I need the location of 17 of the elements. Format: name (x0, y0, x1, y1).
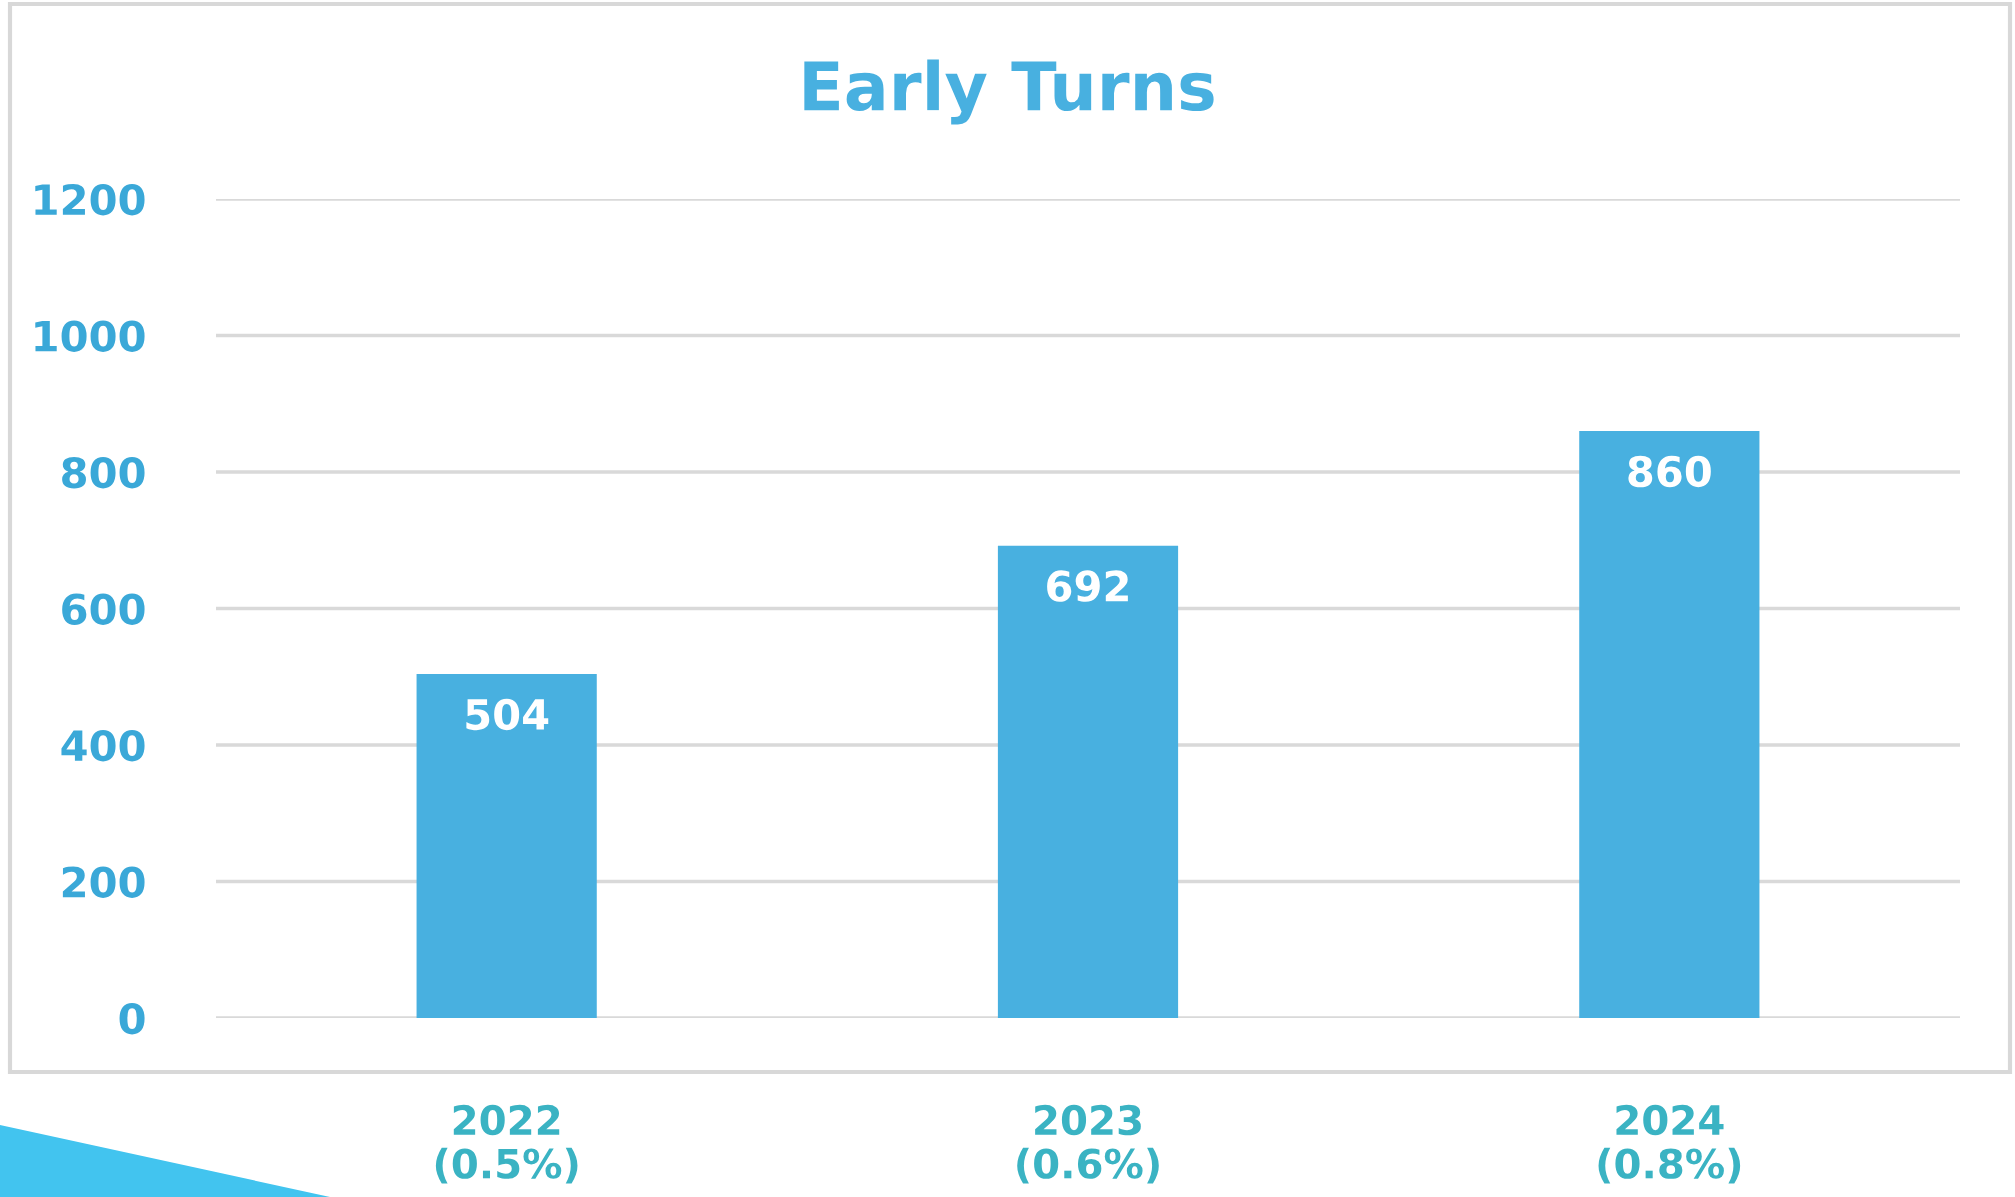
bar (1579, 431, 1760, 1018)
y-tick-label: 200 (62, 866, 145, 898)
chart-title: Early Turns (804, 59, 1214, 125)
x-tick-label: 2023 (0.6%) (1017, 1104, 1159, 1184)
y-tick-label: 1000 (35, 320, 145, 352)
data-label: 504 (466, 698, 549, 731)
x-tick-label: 2022 (0.5%) (435, 1104, 578, 1184)
bar (997, 545, 1179, 1018)
y-tick-label: 600 (62, 593, 145, 625)
x-tick-label: 2024 (0.8%) (1598, 1104, 1741, 1184)
bar (416, 674, 597, 1018)
y-tick-label: 800 (62, 456, 145, 489)
data-label: 860 (1628, 455, 1711, 488)
y-tick-label: 0 (119, 1002, 145, 1035)
data-label: 692 (1047, 570, 1128, 602)
y-tick-label: 1200 (35, 183, 145, 216)
y-tick-label: 400 (61, 729, 145, 762)
